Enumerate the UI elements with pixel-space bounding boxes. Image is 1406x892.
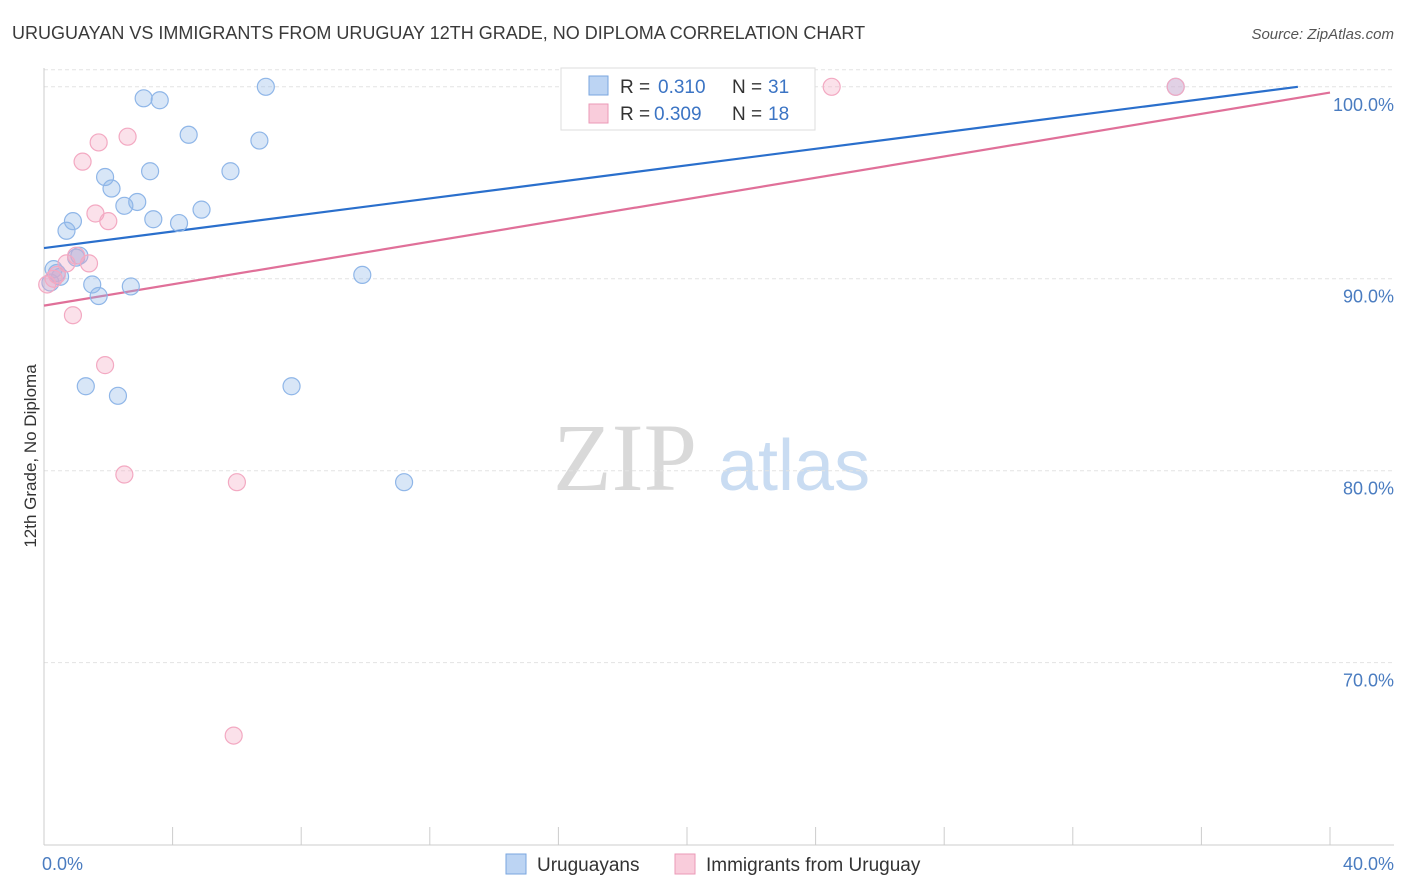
point-immigrants-9 — [95, 356, 115, 375]
point-uruguayans-24 — [282, 377, 301, 396]
point-uruguayans-22 — [250, 131, 269, 150]
point-immigrants-11 — [115, 465, 134, 484]
data-points — [38, 77, 1185, 745]
legend-n-label-1: N = — [732, 77, 762, 98]
legend-swatch-immigrants — [588, 103, 609, 124]
legend-r-label-2: R = — [620, 104, 650, 125]
y-tick-label-3: 70.0% — [1343, 671, 1394, 691]
point-uruguayans-16 — [144, 210, 163, 229]
y-tick-label-1: 90.0% — [1343, 287, 1394, 307]
point-immigrants-5 — [73, 152, 92, 171]
bottom-legend-swatch-uruguayans — [505, 853, 527, 875]
chart-source: Source: ZipAtlas.com — [1251, 26, 1394, 43]
point-immigrants-15 — [822, 77, 841, 96]
legend-n-label-2: N = — [732, 104, 762, 125]
point-uruguayans-9 — [102, 179, 121, 198]
point-immigrants-8 — [89, 133, 108, 152]
legend-r-value-1: 0.310 — [658, 77, 706, 98]
point-uruguayans-6 — [83, 275, 102, 294]
axes: 100.0% 90.0% 80.0% 70.0% 0.0% 40.0% — [42, 68, 1394, 874]
point-uruguayans-23 — [256, 77, 275, 96]
x-tick-label-0: 0.0% — [42, 854, 83, 874]
point-uruguayans-10 — [108, 386, 128, 405]
point-immigrants-2 — [57, 254, 76, 273]
series-legend: Uruguayans Immigrants from Uruguay — [505, 853, 921, 876]
legend-n-value-2: 18 — [768, 104, 789, 125]
point-immigrants-12 — [118, 127, 137, 146]
point-immigrants-13 — [227, 473, 246, 492]
bottom-legend-label-uruguayans: Uruguayans — [537, 855, 639, 876]
y-tick-label-0: 100.0% — [1333, 95, 1394, 115]
point-uruguayans-13 — [128, 192, 147, 212]
point-uruguayans-26 — [394, 473, 414, 492]
bottom-legend-label-immigrants: Immigrants from Uruguay — [706, 855, 921, 876]
point-uruguayans-21 — [221, 162, 240, 181]
point-uruguayans-7 — [89, 286, 108, 306]
point-uruguayans-2 — [57, 221, 76, 240]
stats-legend: R = 0.310 N = 31 R = 0.309 N = 18 — [560, 67, 816, 131]
trend-lines — [43, 85, 1331, 307]
point-uruguayans-25 — [353, 265, 372, 285]
y-tick-label-2: 80.0% — [1343, 479, 1394, 499]
point-uruguayans-20 — [192, 200, 211, 219]
trend-line-1 — [43, 91, 1331, 307]
point-immigrants-6 — [79, 254, 99, 273]
point-uruguayans-17 — [150, 91, 169, 110]
point-uruguayans-5 — [76, 377, 95, 396]
point-uruguayans-15 — [140, 162, 160, 181]
legend-r-value-2: 0.309 — [654, 104, 702, 125]
y-axis-label: 12th Grade, No Diploma — [21, 364, 40, 548]
bottom-legend-swatch-immigrants — [674, 853, 696, 875]
point-uruguayans-19 — [179, 125, 198, 144]
point-immigrants-17 — [44, 269, 63, 288]
point-immigrants-10 — [99, 212, 118, 231]
chart-title: URUGUAYAN VS IMMIGRANTS FROM URUGUAY 12T… — [12, 23, 865, 43]
watermark-zip: ZIP — [553, 404, 697, 511]
legend-swatch-uruguayans — [588, 75, 609, 96]
point-immigrants-14 — [224, 726, 243, 745]
point-immigrants-3 — [63, 306, 83, 325]
x-tick-label-1: 40.0% — [1343, 854, 1394, 874]
point-uruguayans-12 — [121, 277, 140, 296]
point-immigrants-16 — [1166, 77, 1185, 96]
point-uruguayans-14 — [134, 89, 153, 108]
watermark-atlas: atlas — [718, 426, 870, 506]
point-uruguayans-8 — [95, 167, 115, 187]
legend-r-label-1: R = — [620, 77, 650, 98]
point-uruguayans-18 — [169, 213, 189, 233]
point-uruguayans-3 — [63, 212, 83, 231]
legend-n-value-1: 31 — [768, 77, 789, 98]
grid-lines — [44, 69, 1394, 664]
trend-line-0 — [43, 85, 1298, 250]
